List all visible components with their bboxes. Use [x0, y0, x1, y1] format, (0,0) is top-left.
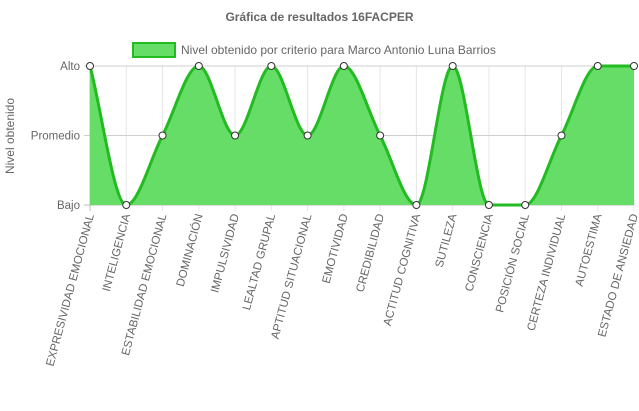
- x-tick-label: AUTOESTIMA: [574, 212, 605, 287]
- data-point[interactable]: [593, 62, 602, 70]
- x-tick-label: EMOTIVIDAD: [321, 213, 351, 285]
- y-tick-label: Promedio: [31, 131, 80, 143]
- area-series: [88, 64, 634, 207]
- x-tick-label: DOMINACIÓN: [174, 212, 206, 288]
- x-tick-label: ESTADO DE ANSIEDAD: [596, 213, 639, 339]
- x-tick-labels: EXPRESIVIDAD EMOCIONAL INTELIGENCIAESTABI…: [45, 212, 639, 368]
- data-point[interactable]: [194, 62, 203, 70]
- x-tick-label: CREDIBILIDAD: [355, 213, 387, 294]
- x-tick-label: IMPULSIVIDAD: [209, 213, 242, 295]
- x-tick-label: INTELIGENCIA: [101, 212, 133, 293]
- legend[interactable]: Nivel obtenido por criterio para Marco A…: [132, 42, 496, 58]
- data-point[interactable]: [303, 131, 312, 140]
- x-tick-label: EXPRESIVIDAD EMOCIONAL: [45, 212, 97, 368]
- x-tick-label: POSICIÓN SOCIAL: [493, 212, 532, 314]
- data-point[interactable]: [339, 62, 348, 70]
- data-point[interactable]: [448, 62, 457, 70]
- data-point[interactable]: [521, 201, 530, 209]
- legend-label[interactable]: Nivel obtenido por criterio para Marco A…: [181, 43, 496, 57]
- data-point[interactable]: [412, 201, 421, 209]
- data-point[interactable]: [267, 62, 276, 70]
- x-tick-label: APTITUD SITUACIONAL: [269, 212, 314, 340]
- y-axis-label: Nivel obtenido: [3, 98, 17, 174]
- series-line: [88, 64, 634, 207]
- data-point[interactable]: [630, 62, 638, 70]
- data-point[interactable]: [86, 62, 94, 70]
- x-tick-label: SUTILEZA: [434, 212, 460, 269]
- x-tick-label: ACTITUD COGNITIVA: [382, 212, 424, 327]
- x-tick-label: LEALTAD GRUPAL: [241, 212, 278, 311]
- y-tick-label: Alto: [60, 61, 80, 73]
- data-point[interactable]: [557, 131, 566, 140]
- data-point[interactable]: [484, 201, 493, 209]
- x-tick-label: CERTEZA INDIVIDUAL: [526, 212, 569, 332]
- x-tick-label: CONSCIENCIA: [464, 212, 496, 293]
- chart-title: Gráfica de resultados 16FACPER: [225, 10, 413, 24]
- area-fill: [90, 66, 634, 205]
- data-point[interactable]: [376, 131, 385, 140]
- data-points: [86, 62, 638, 209]
- data-point[interactable]: [158, 131, 167, 140]
- data-point[interactable]: [231, 131, 240, 140]
- y-tick-labels: Bajo Promedio Alto: [31, 61, 80, 212]
- y-tick-label: Bajo: [57, 200, 80, 212]
- legend-swatch[interactable]: [132, 42, 176, 58]
- data-point[interactable]: [122, 201, 131, 209]
